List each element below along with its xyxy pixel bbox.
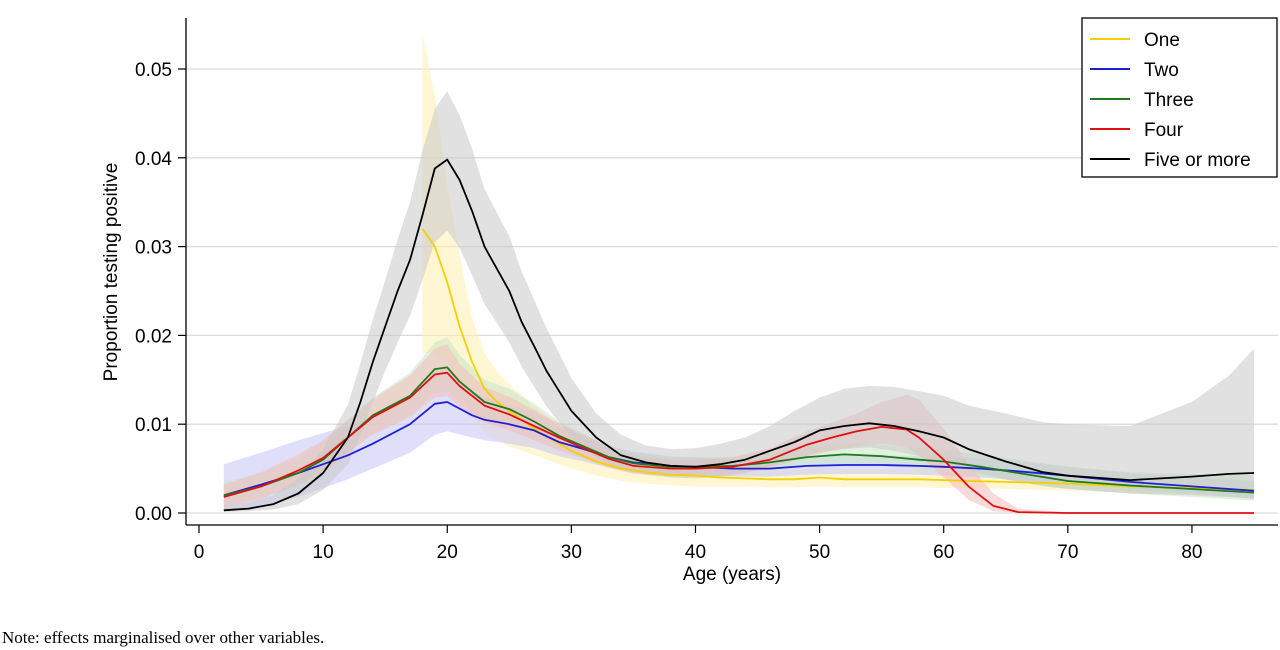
y-tick-label: 0.03 [135, 238, 172, 259]
axes: 0.00 0.01 0.02 0.03 0.04 0.05 0 10 20 30 40 50 60 70 8… [135, 18, 1278, 563]
y-tick-label: 0.04 [135, 149, 172, 170]
legend-label: Two [1144, 60, 1179, 81]
x-tick-label: 20 [437, 542, 458, 563]
x-tick-label: 0 [194, 542, 205, 563]
footnote: Note: effects marginalised over other va… [2, 628, 325, 647]
confidence-bands [223, 33, 1254, 513]
x-tick-label: 50 [809, 542, 830, 563]
series-lines [223, 158, 1255, 514]
y-tick-label: 0.02 [135, 326, 172, 347]
legend-label: Three [1144, 90, 1194, 111]
band-four [223, 344, 1254, 513]
x-tick-label: 80 [1181, 542, 1202, 563]
legend: One Two Three Four Five or more [1081, 17, 1278, 178]
band-five-or-more [223, 91, 1254, 513]
y-tick-label: 0.05 [135, 60, 172, 81]
legend-label: Five or more [1144, 150, 1251, 171]
line-four [223, 371, 1254, 514]
legend-label: One [1144, 30, 1180, 51]
line-one [421, 228, 1255, 491]
line-five-or-more [223, 158, 1255, 512]
x-axis-label: Age (years) [683, 564, 781, 585]
y-axis-label: Proportion testing positive [101, 163, 122, 382]
x-tick-label: 70 [1057, 542, 1078, 563]
line-three [223, 366, 1255, 497]
legend-label: Four [1144, 120, 1184, 141]
x-tick-label: 30 [561, 542, 582, 563]
line-chart: 0.00 0.01 0.02 0.03 0.04 0.05 0 10 20 30 40 50 60 70 8… [101, 17, 1278, 585]
y-tick-label: 0.00 [135, 504, 172, 525]
y-tick-label: 0.01 [135, 415, 172, 436]
legend-box [1081, 17, 1278, 178]
x-tick-label: 10 [313, 542, 334, 563]
x-tick-label: 40 [685, 542, 706, 563]
x-tick-label: 60 [933, 542, 954, 563]
